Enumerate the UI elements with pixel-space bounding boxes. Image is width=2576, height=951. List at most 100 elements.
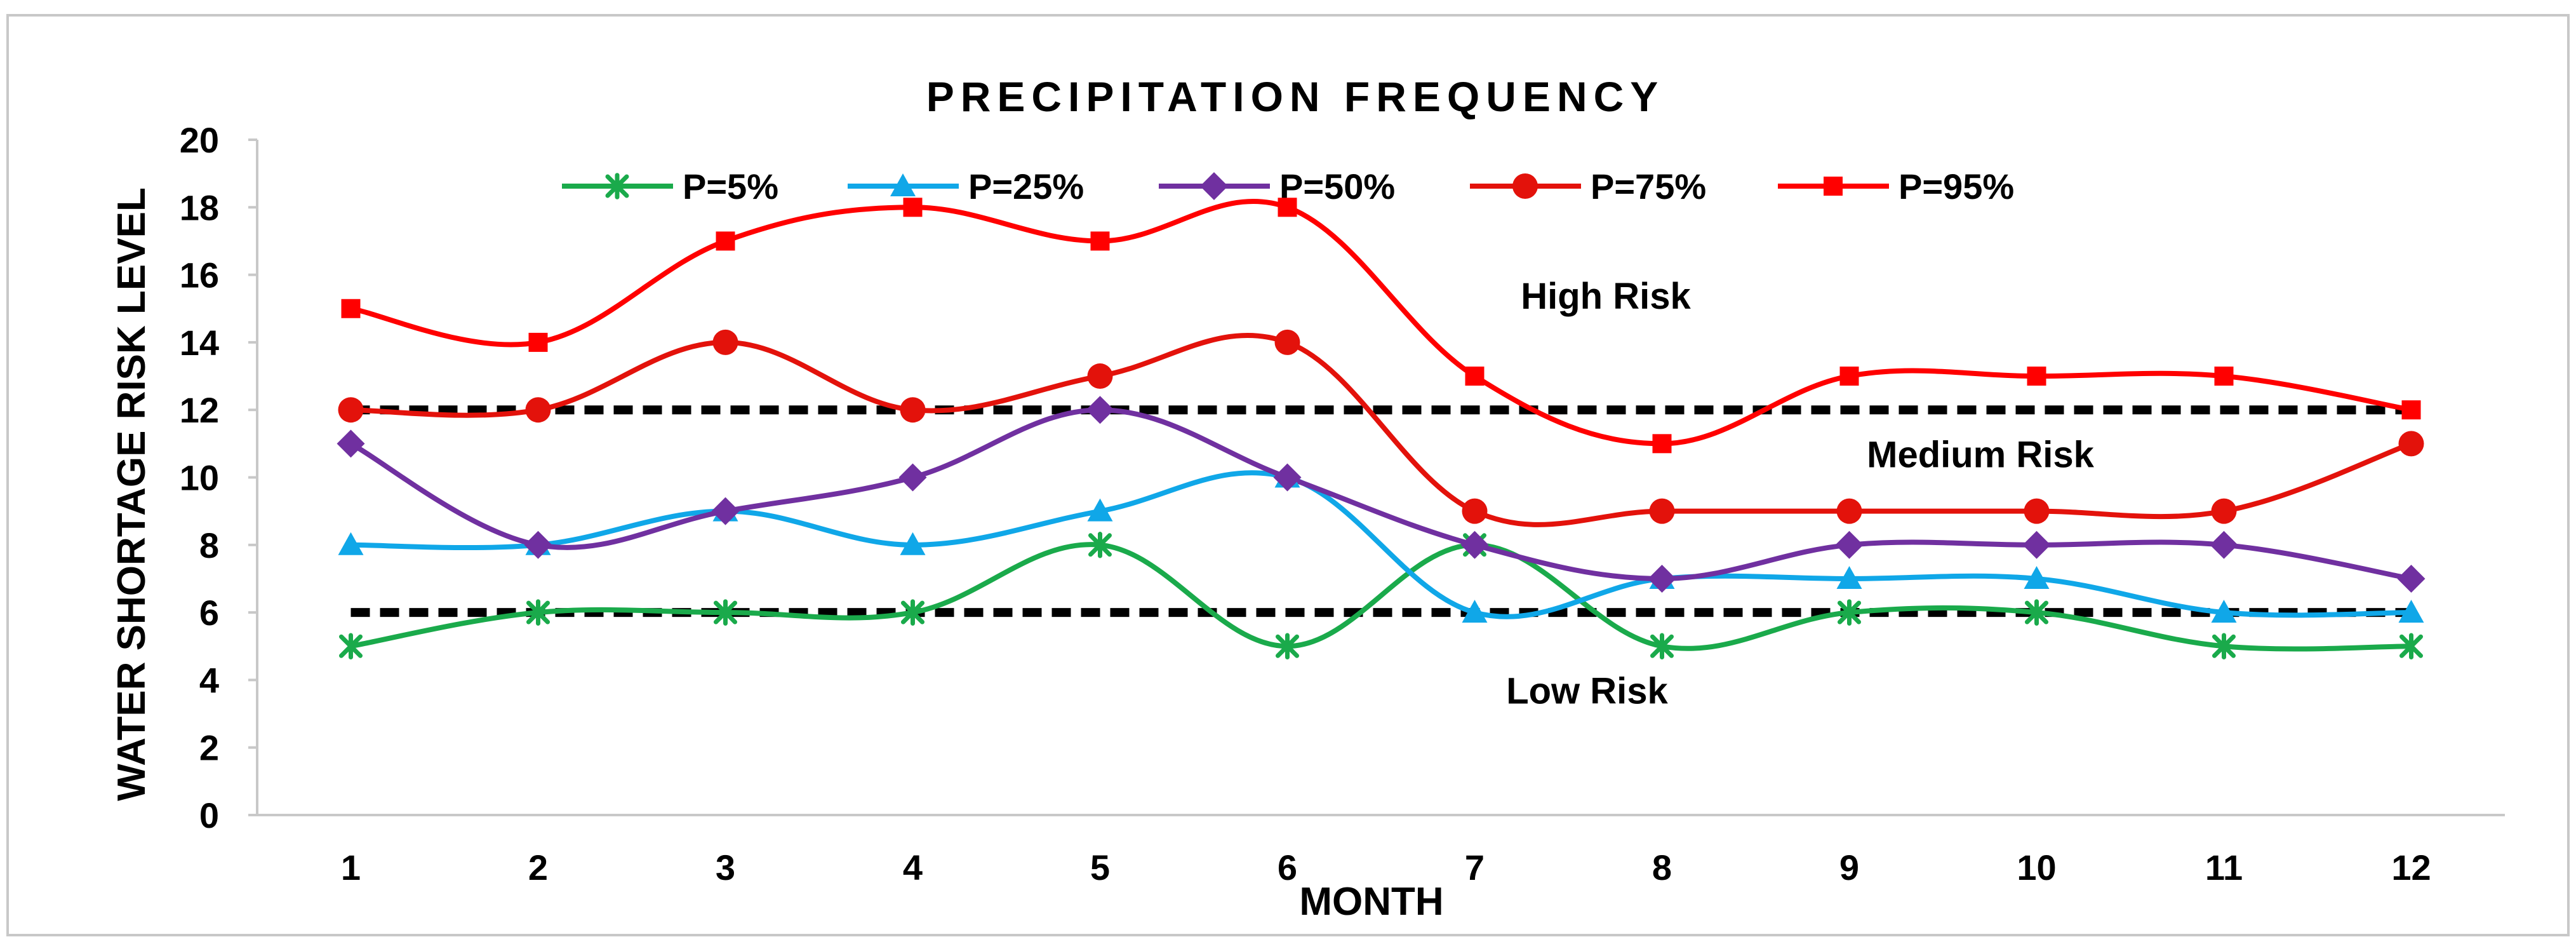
y-tick-label: 6 — [199, 593, 219, 633]
data-point-p95 — [716, 231, 735, 251]
data-point-p5 — [1088, 532, 1112, 558]
legend-label: P=5% — [683, 166, 778, 206]
data-point-p50 — [524, 530, 552, 559]
y-tick-label: 8 — [199, 525, 219, 565]
series-line-p50 — [348, 407, 2414, 581]
legend-item-p50: P=50% — [1159, 166, 1395, 206]
data-point-p95 — [528, 332, 548, 352]
series-line-p75 — [348, 332, 2414, 527]
data-point-p25 — [1087, 498, 1113, 522]
series-line-p25 — [348, 470, 2414, 619]
y-tick-label: 4 — [199, 660, 219, 700]
data-point-p95 — [2027, 367, 2046, 386]
data-point-p5 — [1276, 633, 1299, 659]
series-line-p95 — [348, 199, 2414, 447]
y-tick-label: 16 — [180, 255, 219, 295]
data-point-p95 — [2214, 367, 2234, 386]
data-point-p75 — [1836, 498, 1862, 524]
data-point-p25 — [1462, 600, 1488, 623]
x-tick-label: 2 — [528, 847, 548, 887]
x-tick-label: 11 — [2205, 847, 2243, 887]
data-point-p75 — [2024, 498, 2050, 524]
data-point-p5 — [526, 599, 550, 626]
legend-item-p95: P=95% — [1778, 166, 2014, 206]
data-point-p95 — [341, 299, 361, 318]
data-point-p95 — [1090, 231, 1110, 251]
x-tick-label: 5 — [1090, 847, 1110, 887]
zone-annotations: High Risk Medium Risk Low Risk — [1506, 276, 2094, 712]
x-tick-label: 7 — [1465, 847, 1485, 887]
y-axis-title: WATER SHORTAGE RISK LEVEL — [110, 187, 154, 801]
data-point-p50 — [2397, 564, 2426, 593]
threshold-lines — [350, 405, 2412, 617]
legend-item-p75: P=75% — [1470, 166, 1706, 206]
data-point-p5 — [1650, 633, 1674, 659]
y-tick-label: 14 — [180, 323, 219, 363]
data-point-p75 — [2211, 498, 2237, 524]
legend-item-p5: P=5% — [562, 166, 778, 206]
data-point-p5 — [2212, 633, 2236, 659]
data-point-p25 — [1836, 565, 1862, 589]
y-axis: 0 2 4 6 8 10 12 14 16 18 20 — [180, 120, 258, 835]
legend-swatch-marker — [890, 173, 916, 196]
data-point-p50 — [1273, 463, 1302, 492]
data-point-p25 — [2024, 565, 2050, 589]
legend-item-p25: P=25% — [848, 166, 1084, 206]
data-point-p50 — [2022, 530, 2051, 559]
data-point-p5 — [1838, 599, 1861, 626]
data-point-p95 — [1652, 434, 1672, 454]
series-lines — [348, 199, 2414, 652]
data-point-p5 — [2025, 599, 2048, 626]
legend-swatch-marker — [1512, 173, 1538, 199]
y-tick-label: 0 — [199, 795, 219, 835]
y-tick-label: 20 — [180, 120, 219, 160]
zone-label-low: Low Risk — [1506, 671, 1668, 712]
legend-label: P=25% — [968, 166, 1084, 206]
legend-swatch-marker — [605, 173, 629, 199]
data-point-p75 — [1649, 498, 1675, 524]
data-point-p50 — [1460, 530, 1489, 559]
data-point-p75 — [2398, 431, 2424, 457]
legend-label: P=50% — [1279, 166, 1395, 206]
legend: P=5% P=25% P=50% P=75% P=95% — [562, 166, 2014, 206]
data-point-p5 — [2399, 633, 2423, 659]
data-point-p25 — [2398, 600, 2424, 623]
data-point-p75 — [712, 329, 738, 355]
data-point-p95 — [1465, 367, 1485, 386]
data-point-p25 — [900, 532, 926, 555]
data-point-p95 — [1278, 198, 1297, 217]
x-axis: 1 2 3 4 5 6 7 8 9 10 11 12 — [257, 814, 2505, 887]
data-point-p5 — [714, 599, 737, 626]
data-point-p75 — [1274, 329, 1300, 355]
x-tick-label: 1 — [341, 847, 361, 887]
legend-label: P=75% — [1591, 166, 1706, 206]
legend-label: P=95% — [1899, 166, 2014, 206]
x-tick-label: 9 — [1839, 847, 1859, 887]
data-point-p5 — [339, 633, 363, 659]
data-point-p50 — [1648, 564, 1676, 593]
series-line-p5 — [348, 542, 2414, 652]
data-point-p75 — [1462, 498, 1488, 524]
data-point-p50 — [711, 497, 740, 525]
x-tick-label: 12 — [2391, 847, 2431, 887]
x-axis-title: MONTH — [1299, 880, 1443, 924]
y-tick-label: 12 — [180, 390, 219, 430]
series-markers — [337, 198, 2426, 659]
data-point-p75 — [1087, 363, 1113, 389]
x-tick-label: 3 — [716, 847, 735, 887]
x-tick-label: 6 — [1278, 847, 1297, 887]
y-tick-label: 2 — [199, 728, 219, 768]
x-tick-label: 4 — [903, 847, 923, 887]
data-point-p50 — [337, 429, 365, 458]
zone-label-medium: Medium Risk — [1867, 435, 2094, 476]
y-tick-label: 18 — [180, 187, 219, 227]
data-point-p95 — [2401, 400, 2421, 420]
data-point-p50 — [1835, 530, 1864, 559]
data-point-p75 — [900, 397, 926, 423]
data-point-p50 — [898, 463, 927, 492]
y-tick-label: 10 — [180, 458, 219, 498]
x-tick-label: 8 — [1652, 847, 1672, 887]
data-point-p95 — [903, 198, 923, 217]
